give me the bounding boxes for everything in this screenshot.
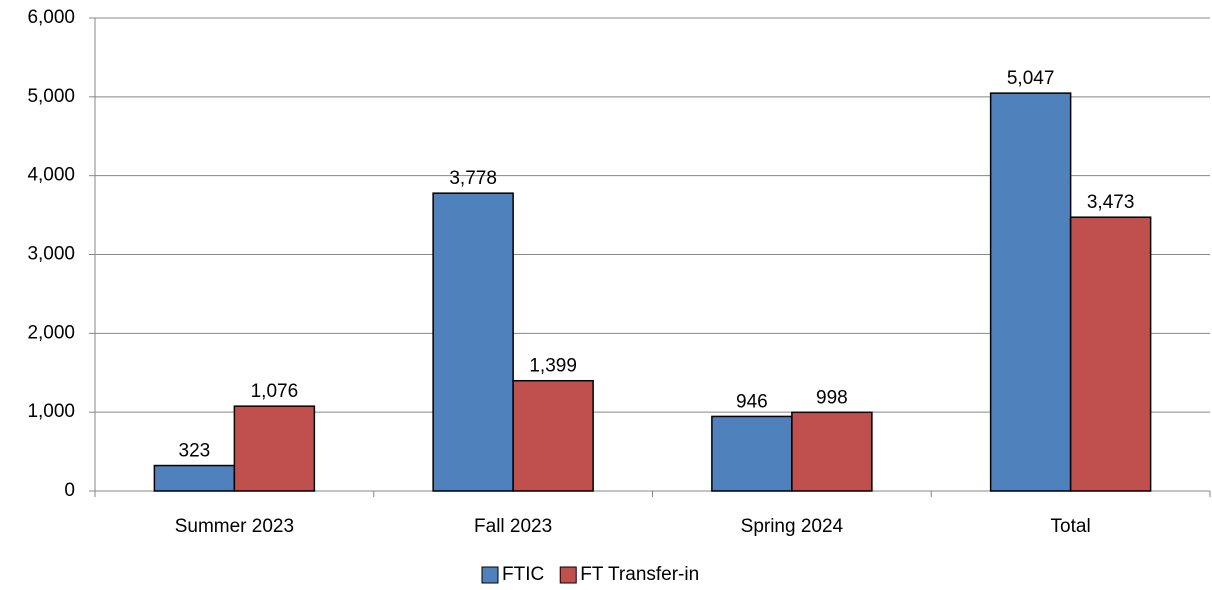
y-tick-label: 4,000 [27,165,75,186]
value-label: 5,047 [1007,68,1055,89]
bar [1069,216,1152,492]
value-label: 323 [179,441,211,462]
value-label: 1,076 [251,381,299,402]
bar [512,379,594,492]
y-tick-label: 0 [64,480,75,501]
legend-swatch [559,566,577,584]
value-label: 3,778 [449,168,497,189]
value-label: 946 [736,391,768,412]
y-tick-label: 2,000 [27,322,75,343]
x-tick-label: Spring 2024 [741,516,844,537]
legend-label: FTIC [502,564,544,585]
bar [432,192,514,492]
legend-label: FT Transfer-in [580,564,699,585]
x-tick-label: Fall 2023 [474,516,552,537]
x-tick-label: Total [1051,516,1091,537]
bar [791,411,873,492]
value-label: 3,473 [1087,192,1135,213]
y-tick-label: 5,000 [27,86,75,107]
bar [153,464,236,492]
y-tick-label: 1,000 [27,401,75,422]
legend-swatch [481,566,499,584]
bar [711,415,793,492]
bar [233,405,316,492]
bar [989,92,1072,492]
value-label: 1,399 [529,356,577,377]
y-tick-label: 6,000 [27,7,75,28]
x-tick-label: Summer 2023 [175,516,294,537]
value-label: 998 [816,387,848,408]
y-tick-label: 3,000 [27,244,75,265]
